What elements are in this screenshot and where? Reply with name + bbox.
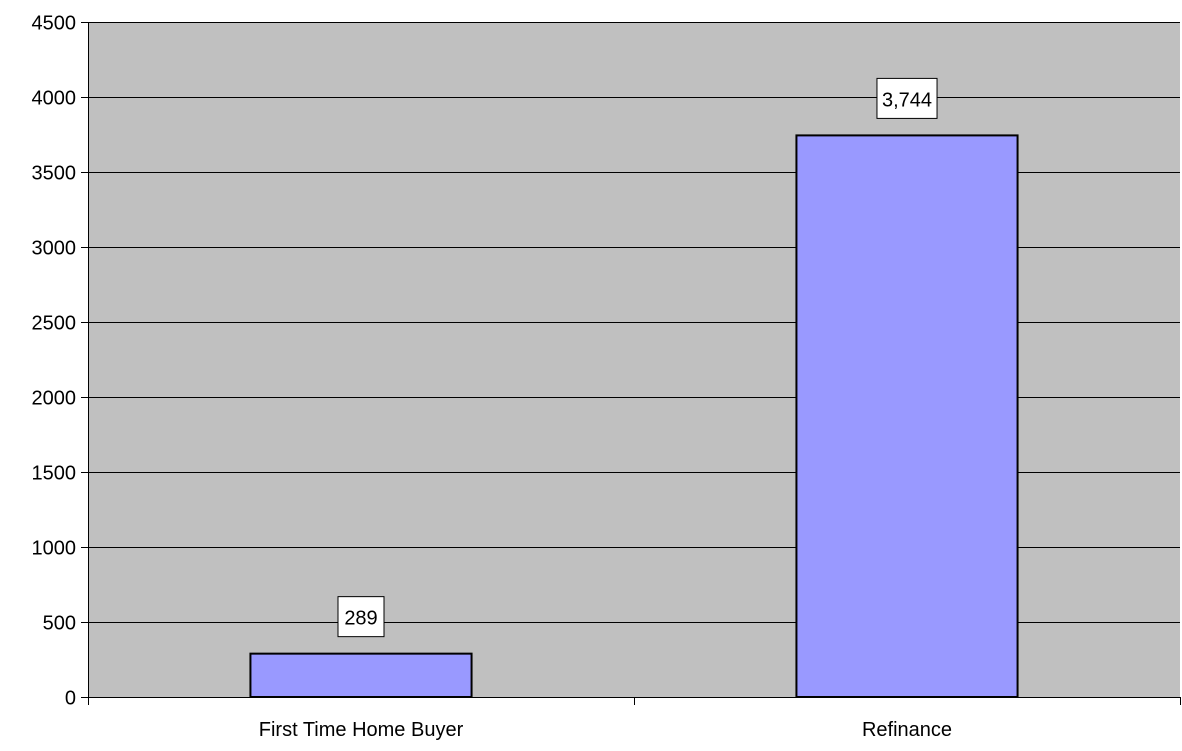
y-tick-label: 3500 [32,163,77,185]
y-tick-label: 1000 [32,538,77,560]
y-tick-label: 2000 [32,388,77,410]
y-tick-label: 0 [65,688,76,710]
data-label-text: 3,744 [882,89,932,111]
data-labels: 289 3,744 [337,77,938,638]
bars [249,134,1019,699]
data-label-text: 289 [344,608,377,630]
y-tick-label: 4500 [32,13,77,35]
data-label-box [337,596,385,638]
data-label-0: 289 [337,596,385,638]
axes [88,22,1181,705]
y-axis-ticks: 0 500 1000 1500 2000 2500 3000 3500 4000 4500 [32,13,88,710]
bar-0 [249,652,473,699]
y-tick-label: 3000 [32,238,77,260]
bar-1 [795,134,1019,698]
x-category-label: First Time Home Buyer [259,719,464,741]
data-label-1: 3,744 [876,77,938,119]
y-tick-label: 1500 [32,463,77,485]
y-tick-label: 500 [43,613,76,635]
x-category-label: Refinance [862,719,952,741]
x-axis-labels: First Time Home Buyer Refinance [259,719,952,741]
y-tick-label: 2500 [32,313,77,335]
data-label-box [876,77,938,119]
y-tick-label: 4000 [32,88,77,110]
